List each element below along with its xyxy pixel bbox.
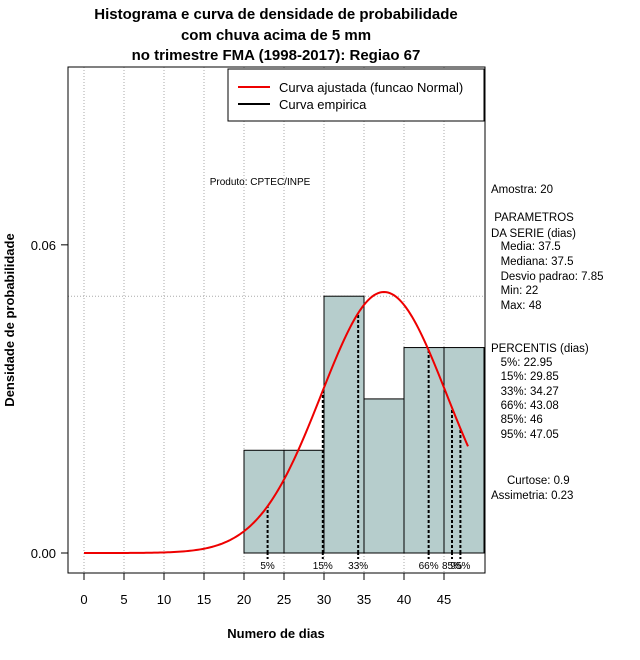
- x-tick-label-15: 15: [197, 592, 211, 607]
- stat-line-7: Min: 22: [491, 285, 538, 297]
- x-axis-label: Numero de dias: [227, 626, 325, 641]
- stat-line-6: Desvio padrao: 7.85: [491, 271, 604, 283]
- stat-line-11: 15%: 29.85: [491, 371, 559, 383]
- histogram-bars: [243, 295, 485, 554]
- percentile-label-95: 95%: [450, 561, 470, 572]
- histogram-bar-5: [403, 347, 445, 554]
- histogram-bar-6: [443, 347, 485, 554]
- stat-line-5: Mediana: 37.5: [491, 256, 573, 268]
- histogram-bar-1: [243, 449, 285, 554]
- x-tick-label-35: 35: [357, 592, 371, 607]
- y-axis-label: Densidade de probabilidade: [2, 233, 17, 406]
- histogram-bar-4: [363, 398, 405, 554]
- x-tick-label-25: 25: [277, 592, 291, 607]
- density-curves: [84, 290, 469, 554]
- stat-line-3: DA SERIE (dias): [491, 228, 576, 240]
- stat-line-13: 66%: 43.08: [491, 400, 559, 412]
- stat-line-17: Assimetria: 0.23: [491, 490, 573, 502]
- stat-line-15: 95%: 47.05: [491, 429, 559, 441]
- stat-line-12: 33%: 34.27: [491, 386, 559, 398]
- histogram-bar-3: [323, 295, 365, 554]
- y-tick-label-0: 0.00: [31, 546, 56, 561]
- normal-fit-curve: [84, 290, 469, 554]
- stat-line-2: PARAMETROS: [491, 212, 574, 224]
- x-tick-label-10: 10: [157, 592, 171, 607]
- histogram-bar-2: [283, 449, 325, 554]
- stat-line-8: Max: 48: [491, 300, 542, 312]
- product-annotation: Produto: CPTEC/INPE: [210, 177, 311, 188]
- chart-title-line-2: com chuva acima de 5 mm: [181, 27, 371, 44]
- axes: 0 5 10 15 20 25 30 35 40 45 0.00 0.06: [31, 238, 452, 607]
- annotation: Produto: CPTEC/INPE: [210, 177, 311, 188]
- chart-title: Histograma e curva de densidade de proba…: [94, 6, 457, 64]
- stat-line-16: Curtose: 0.9: [491, 475, 570, 487]
- stat-line-4: Media: 37.5: [491, 241, 561, 253]
- percentile-label-33: 33%: [348, 561, 368, 572]
- stat-line-9: PERCENTIS (dias): [491, 343, 589, 355]
- percentile-label-66: 66%: [419, 561, 439, 572]
- stat-line-10: 5%: 22.95: [491, 357, 552, 369]
- x-tick-label-45: 45: [437, 592, 451, 607]
- chart-title-line-1: Histograma e curva de densidade de proba…: [94, 6, 457, 23]
- y-tick-label-1: 0.06: [31, 238, 56, 253]
- statistics-panel: Amostra: 20 PARAMETROS DA SERIE (dias) Me…: [491, 184, 604, 502]
- percentile-label-85: 85%: [442, 561, 462, 572]
- x-tick-label-5: 5: [120, 592, 127, 607]
- x-tick-label-40: 40: [397, 592, 411, 607]
- stat-line-1: Amostra: 20: [491, 184, 553, 196]
- x-tick-label-0: 0: [80, 592, 87, 607]
- legend-label-2: Curva empirica: [279, 97, 367, 112]
- legend-box: [227, 68, 485, 122]
- x-tick-label-30: 30: [317, 592, 331, 607]
- percentile-lines: [266, 313, 462, 559]
- percentile-label-5: 5%: [260, 561, 275, 572]
- chart-title-line-3: no trimestre FMA (1998-2017): Regiao 67: [132, 47, 421, 64]
- stat-line-14: 85%: 46: [491, 414, 543, 426]
- percentile-label-15: 15%: [313, 561, 333, 572]
- axis-labels: Numero de dias Densidade de probabilidade: [2, 233, 325, 641]
- percentile-labels: 5% 15% 33% 66% 85%95%: [260, 561, 470, 572]
- x-tick-label-20: 20: [237, 592, 251, 607]
- legend-label-1: Curva ajustada (funcao Normal): [279, 80, 463, 95]
- legend: Curva ajustada (funcao Normal) Curva empi…: [227, 68, 485, 122]
